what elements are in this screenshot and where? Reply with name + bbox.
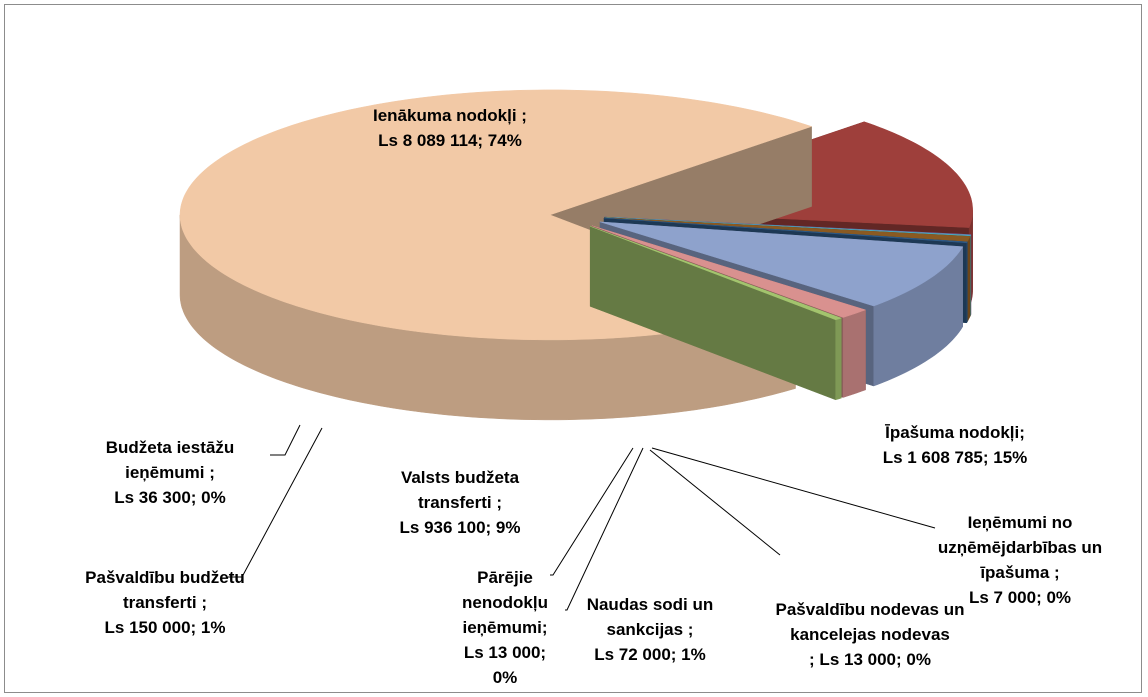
label-category: Budžeta iestāžu ieņēmumi ;	[105, 438, 235, 482]
data-label: Īpašuma nodokļi; Ls 1 608 785; 15%	[840, 420, 1070, 470]
label-value: Ls 36 300; 0%	[114, 488, 226, 507]
chart-frame	[4, 4, 1142, 693]
label-category: Ieņēmumi no uzņēmējdarbības un īpašuma ;	[937, 513, 1103, 582]
label-value: Ls 150 000; 1%	[104, 618, 226, 637]
label-category: Pašvaldību nodevas un kancelejas nodevas	[775, 600, 965, 644]
label-category: Īpašuma nodokļi;	[885, 423, 1025, 442]
leader-line	[228, 427, 323, 578]
slice-face	[604, 217, 968, 244]
label-value: Ls 13 000; 0%	[463, 643, 547, 687]
label-value: Ls 1 608 785; 15%	[882, 448, 1028, 467]
label-category: Pašvaldību budžetu transferti ;	[85, 568, 245, 612]
slice-face	[842, 309, 866, 398]
data-label: Ienākuma nodokļi ; Ls 8 089 114; 74%	[325, 103, 575, 153]
slice-face	[600, 221, 964, 307]
leader-line	[651, 447, 936, 529]
label-value: Ls 8 089 114; 74%	[378, 131, 522, 150]
pie-slice	[589, 225, 843, 401]
label-category: Pārējie nenodokļu ieņēmumi;	[462, 568, 548, 637]
slice-face	[835, 317, 842, 401]
data-label: Naudas sodi un sankcijas ; Ls 72 000; 1%	[565, 592, 735, 667]
label-category: Ienākuma nodokļi ;	[373, 106, 527, 125]
label-value: ; Ls 13 000; 0%	[809, 650, 931, 669]
slice-face	[604, 216, 972, 237]
label-category: Valsts budžeta transferti ;	[400, 468, 520, 512]
data-label: Pašvaldību nodevas un kancelejas nodevas…	[765, 597, 975, 672]
data-label: Budžeta iestāžu ieņēmumi ; Ls 36 300; 0%	[70, 435, 270, 510]
data-label: Ieņēmumi no uzņēmējdarbības un īpašuma ;…	[925, 510, 1115, 610]
slice-face	[604, 217, 971, 242]
leader-line	[649, 449, 781, 556]
leader-line	[550, 447, 634, 576]
slice-face	[591, 225, 867, 318]
slice-face	[590, 226, 843, 321]
leader-line	[565, 447, 644, 611]
label-value: Ls 72 000; 1%	[594, 645, 706, 664]
data-label: Valsts budžeta transferti ; Ls 936 100; 9…	[375, 465, 545, 540]
label-value: Ls 936 100; 9%	[399, 518, 521, 537]
data-label: Pašvaldību budžetu transferti ; Ls 150 00…	[55, 565, 275, 640]
label-category: Naudas sodi un sankcijas ;	[586, 595, 714, 639]
slice-face	[967, 236, 971, 322]
label-value: Ls 7 000; 0%	[968, 588, 1072, 607]
slice-face	[966, 240, 968, 324]
data-label: Pārējie nenodokļu ieņēmumi; Ls 13 000; 0%	[450, 565, 560, 690]
leader-line	[270, 424, 301, 456]
